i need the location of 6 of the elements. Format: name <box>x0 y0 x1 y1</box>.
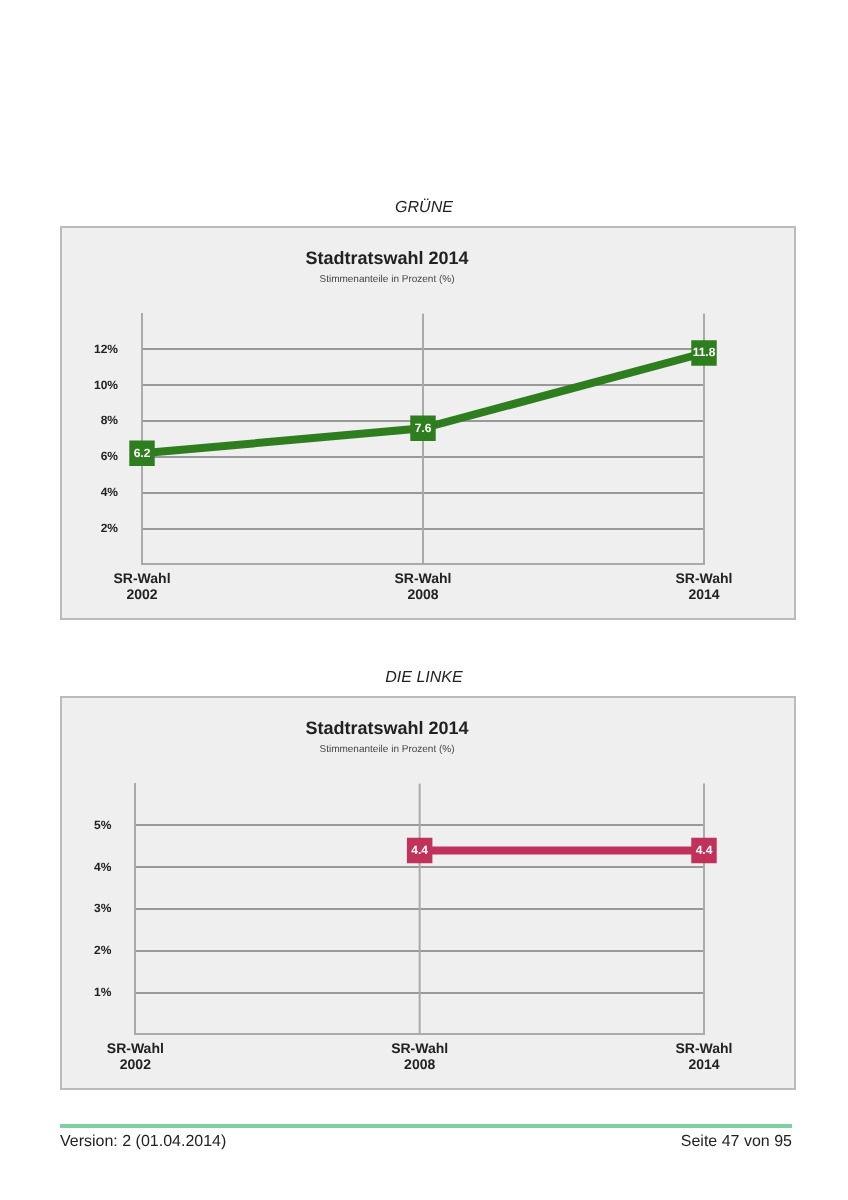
text: DIE LINKE <box>383 668 465 686</box>
text: Seite 47 von 95 <box>680 1132 792 1150</box>
chart-title: Stadtratswahl 2014 <box>305 247 469 268</box>
text: Version: 2 (01.04.2014) <box>60 1132 227 1150</box>
text: GRÜNE <box>393 198 455 216</box>
chart-title: Stadtratswahl 2014 <box>305 717 469 738</box>
